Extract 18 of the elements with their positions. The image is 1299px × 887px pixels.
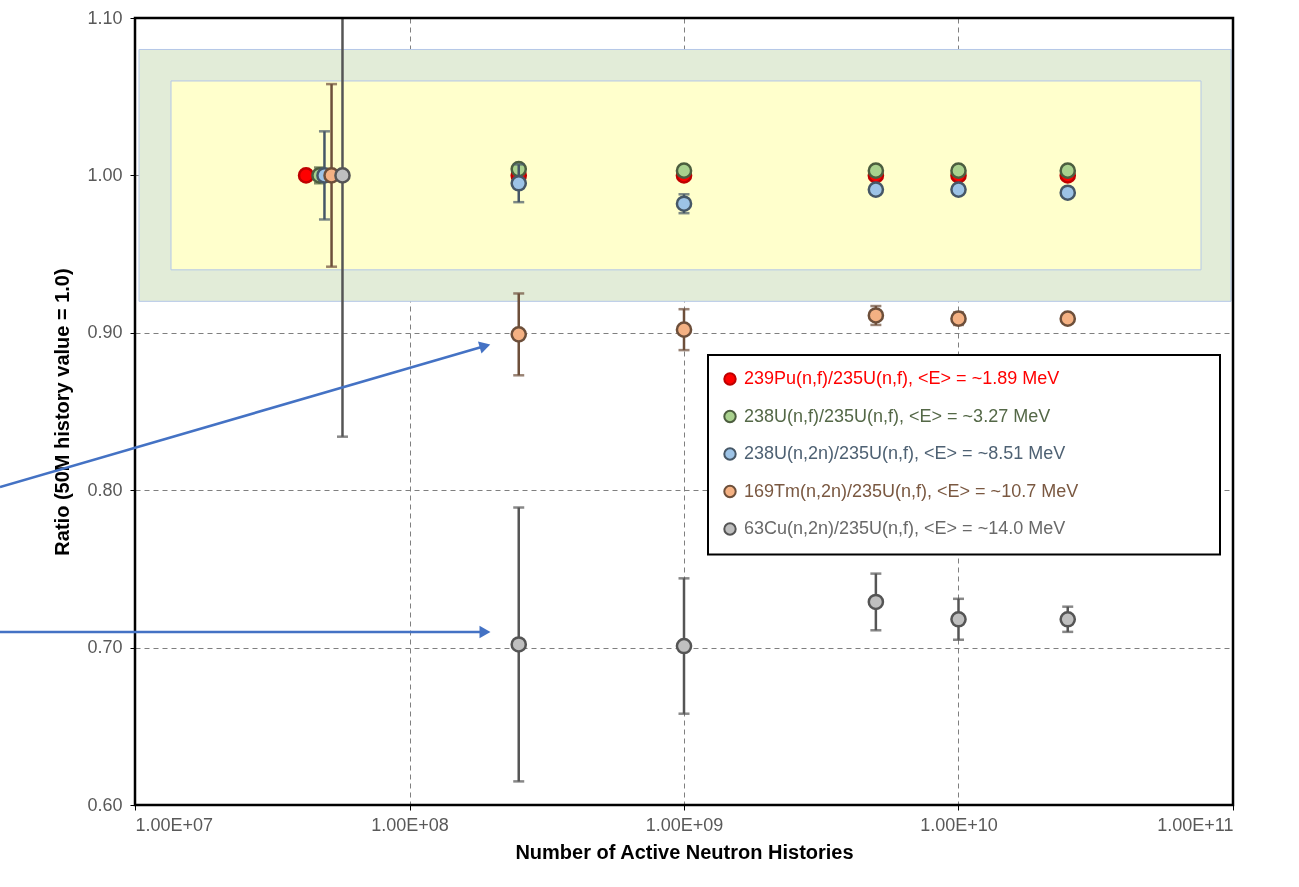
legend-label: 169Tm(n,2n)/235U(n,f), <E> = ~10.7 MeV	[744, 480, 1079, 501]
y-tick-label: 1.10	[87, 7, 123, 28]
y-axis-title: Ratio (50M history value = 1.0)	[51, 268, 74, 556]
legend-label: 239Pu(n,f)/235U(n,f), <E> = ~1.89 MeV	[744, 368, 1060, 388]
legend-label: 63Cu(n,2n)/235U(n,f), <E> = ~14.0 MeV	[744, 518, 1066, 538]
legend-label: 238U(n,f)/235U(n,f), <E> = ~3.27 MeV	[744, 405, 1051, 426]
y-tick-label: 1.00	[87, 164, 123, 185]
x-tick-label: 1.00E+08	[371, 814, 449, 835]
x-axis-title: Number of Active Neutron Histories	[515, 840, 854, 863]
x-tick-label: 1.00E+09	[645, 814, 724, 835]
y-tick-label: 0.80	[87, 479, 123, 500]
y-tick-label: 0.60	[87, 794, 123, 815]
x-tick-label: 1.00E+10	[920, 814, 998, 835]
x-tick-label: 1.00E+11	[1157, 814, 1234, 835]
y-tick-label: 0.90	[87, 322, 123, 343]
x-tick-label: 1.00E+07	[135, 814, 214, 835]
legend-label: 238U(n,2n)/235U(n,f), <E> = ~8.51 MeV	[744, 443, 1066, 463]
y-tick-label: 0.70	[87, 637, 123, 658]
